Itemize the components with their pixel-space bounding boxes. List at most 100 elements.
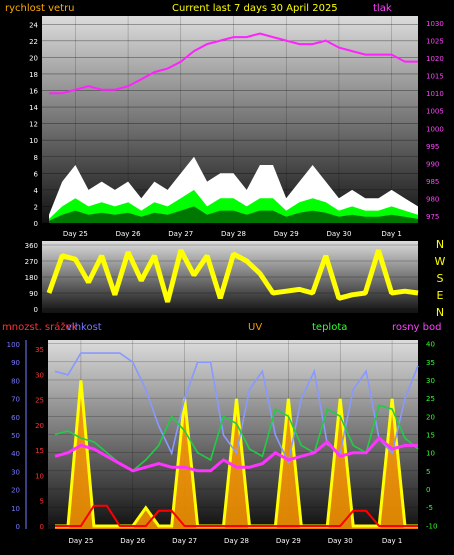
pressure-line — [49, 32, 418, 95]
rain-tick-label: 0 — [40, 523, 44, 531]
uv-line — [55, 380, 418, 528]
climate-day-tick-label: Day 26 — [120, 537, 146, 545]
humidity-tick-label: 10 — [11, 505, 20, 513]
climate-day-tick-label: Day 27 — [172, 537, 197, 545]
pressure-tick-label: 975 — [426, 213, 439, 221]
pressure-tick-label: 980 — [426, 195, 439, 203]
pressure-tick-label: 990 — [426, 160, 439, 168]
rain-tick-label: 25 — [35, 397, 44, 405]
rain-tick-label: 5 — [40, 498, 44, 506]
temperature-tick-label: 0 — [426, 486, 430, 494]
rain-tick-label: 10 — [35, 472, 44, 480]
temperature-tick-label: 15 — [426, 432, 435, 440]
wind-day-tick-label: Day 26 — [116, 230, 142, 238]
direction-tick-label: 180 — [25, 274, 38, 282]
pressure-axis-label: tlak — [373, 3, 392, 14]
pressure-tick-label: 995 — [426, 143, 439, 151]
temperature-tick-label: 25 — [426, 395, 435, 403]
wind-speed-tick-label: 14 — [29, 104, 38, 112]
rain-tick-label: 35 — [35, 346, 44, 354]
temperature-tick-label: -5 — [426, 504, 433, 512]
temperature-tick-label: 30 — [426, 377, 435, 385]
humidity-tick-label: 0 — [16, 523, 20, 531]
pressure-tick-label: 1020 — [426, 55, 444, 63]
wind-day-tick-label: Day 1 — [381, 230, 402, 238]
direction-ticks: 0 90 180 270 360 — [25, 242, 38, 314]
climate-day-tick-label: Day 1 — [382, 537, 403, 545]
wind-speed-tick-label: 24 — [29, 21, 38, 29]
climate-day-tick-label: Day 30 — [328, 537, 353, 545]
climate-day-ticks: Day 25 Day 26 Day 27 Day 28 Day 29 Day 30 Day … — [68, 537, 402, 545]
wind-pressure-marks — [49, 32, 418, 223]
pressure-tick-label: 1025 — [426, 38, 444, 46]
wind-day-tick-label: Day 25 — [63, 230, 88, 238]
humidity-tick-label: 70 — [11, 396, 20, 404]
wind-speed-tick-label: 18 — [29, 71, 38, 79]
wind-speed-axis-label: rychlost vetru — [5, 3, 75, 14]
pressure-tick-label: 1030 — [426, 20, 444, 28]
pressure-tick-label: 1000 — [426, 125, 444, 133]
humidity-label: vlhkost — [66, 322, 102, 333]
direction-tick-label: 0 — [34, 306, 38, 314]
wind-day-ticks: Day 25 Day 26 Day 27 Day 28 Day 29 Day 30 Day … — [63, 230, 402, 238]
humidity-line — [54, 352, 419, 465]
wind-day-tick-label: Day 30 — [326, 230, 351, 238]
humidity-tick-label: 40 — [11, 450, 20, 458]
wind-speed-tick-label: 10 — [29, 137, 38, 145]
wind-speed-tick-label: 22 — [29, 38, 38, 46]
climate-day-tick-label: Day 25 — [68, 537, 93, 545]
rain-ticks: 0 5 10 15 20 25 30 35 — [35, 346, 44, 531]
climate-day-tick-label: Day 28 — [224, 537, 249, 545]
temperature-tick-label: 10 — [426, 450, 435, 458]
humidity-tick-label: 20 — [11, 487, 20, 495]
humidity-tick-label: 100 — [7, 341, 20, 349]
humidity-ticks: 0 10 20 30 40 50 60 70 80 90 100 — [7, 341, 20, 531]
wind-speed-tick-label: 12 — [29, 121, 38, 129]
pressure-tick-label: 985 — [426, 178, 439, 186]
temperature-ticks: -10 -5 0 5 10 15 20 25 30 35 40 — [426, 341, 437, 531]
dewpoint-label: rosny bod — [392, 322, 441, 333]
temperature-tick-label: 35 — [426, 359, 435, 367]
temperature-tick-label: 20 — [426, 413, 435, 421]
direction-plot-area — [42, 241, 418, 313]
wind-speed-tick-label: 16 — [29, 88, 38, 96]
rain-line — [55, 504, 418, 527]
rain-tick-label: 20 — [35, 422, 44, 430]
dewpoint-line — [54, 436, 418, 473]
compass-label: S — [437, 272, 444, 285]
direction-tick-label: 270 — [25, 258, 38, 266]
wind-low-area — [49, 206, 418, 223]
compass-label: N — [436, 306, 444, 319]
compass-label: N — [436, 238, 444, 251]
climate-marks — [54, 352, 419, 529]
chart-title: Current last 7 days 30 April 2025 — [172, 3, 338, 14]
wind-day-tick-label: Day 28 — [221, 230, 246, 238]
pressure-tick-label: 1015 — [426, 73, 444, 81]
pressure-tick-label: 1005 — [426, 108, 444, 116]
rain-tick-label: 30 — [35, 371, 44, 379]
uv-label: UV — [248, 322, 262, 333]
compass-label: W — [435, 255, 446, 268]
wind-speed-tick-label: 4 — [34, 187, 39, 195]
wind-speed-tick-label: 6 — [34, 170, 39, 178]
humidity-tick-label: 80 — [11, 377, 20, 385]
wind-day-tick-label: Day 29 — [274, 230, 299, 238]
direction-marks — [46, 249, 419, 303]
direction-tick-label: 360 — [25, 242, 38, 250]
wind-speed-tick-label: 2 — [34, 203, 38, 211]
climate-day-tick-label: Day 29 — [276, 537, 301, 545]
humidity-tick-label: 50 — [11, 432, 20, 440]
temperature-tick-label: 5 — [426, 468, 430, 476]
wind-speed-tick-label: 0 — [34, 220, 38, 228]
pressure-ticks: 975 980 985 990 995 1000 1005 1010 1015 1020 1025 1… — [426, 20, 444, 221]
wind-speed-tick-label: 8 — [34, 154, 38, 162]
humidity-tick-label: 30 — [11, 468, 20, 476]
humidity-tick-label: 60 — [11, 414, 20, 422]
rain-label: mnozst. srážek — [2, 321, 78, 333]
pressure-tick-label: 1010 — [426, 90, 444, 98]
temperature-label: teplota — [312, 322, 347, 333]
